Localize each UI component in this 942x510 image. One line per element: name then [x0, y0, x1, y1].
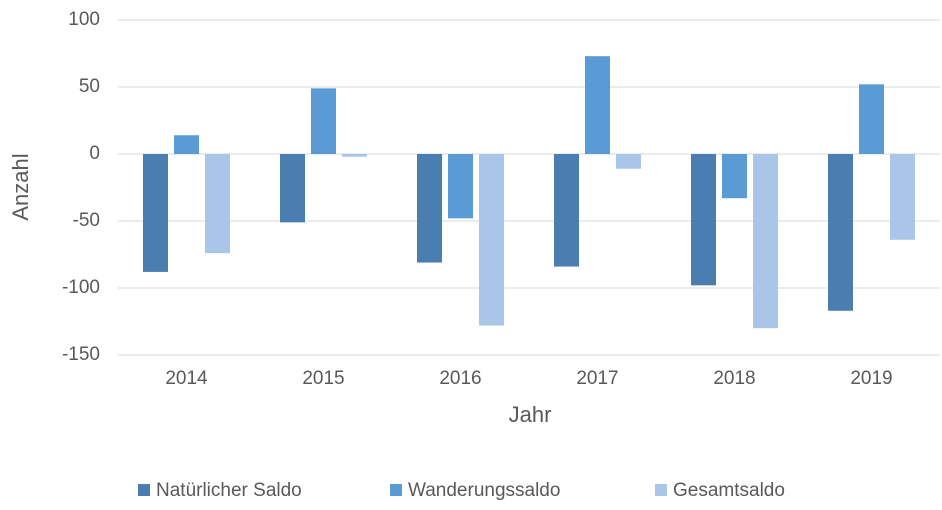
legend-swatch [655, 484, 667, 496]
bar [554, 154, 579, 267]
bar [828, 154, 853, 311]
y-tick-label: 50 [79, 76, 100, 97]
y-tick-label: -100 [62, 277, 100, 298]
x-tick-label: 2018 [713, 368, 755, 389]
bar [174, 135, 199, 154]
bar [722, 154, 747, 199]
x-axis-label: Jahr [509, 402, 552, 427]
x-tick-label: 2019 [850, 368, 892, 389]
bar [205, 154, 230, 254]
bar [616, 154, 641, 169]
bar [890, 154, 915, 240]
legend-label: Natürlicher Saldo [156, 480, 302, 501]
y-tick-label: -150 [62, 344, 100, 365]
bar [479, 154, 504, 326]
legend-label: Wanderungssaldo [408, 480, 560, 501]
bar [753, 154, 778, 329]
bar [585, 56, 610, 154]
y-tick-label: -50 [73, 210, 100, 231]
bar [342, 154, 367, 157]
bar [691, 154, 716, 286]
legend-swatch [138, 484, 150, 496]
bar [417, 154, 442, 263]
y-tick-label: 100 [68, 9, 100, 30]
y-tick-label: 0 [89, 143, 100, 164]
bar [143, 154, 168, 272]
legend-label: Gesamtsaldo [673, 480, 785, 501]
x-tick-label: 2014 [165, 368, 208, 389]
x-tick-label: 2015 [302, 368, 344, 389]
x-tick-label: 2017 [576, 368, 618, 389]
bar [280, 154, 305, 223]
bar [859, 84, 884, 154]
bar [311, 88, 336, 154]
y-axis-label: Anzahl [8, 153, 33, 220]
bar [448, 154, 473, 219]
x-tick-label: 2016 [439, 368, 481, 389]
legend-swatch [390, 484, 402, 496]
